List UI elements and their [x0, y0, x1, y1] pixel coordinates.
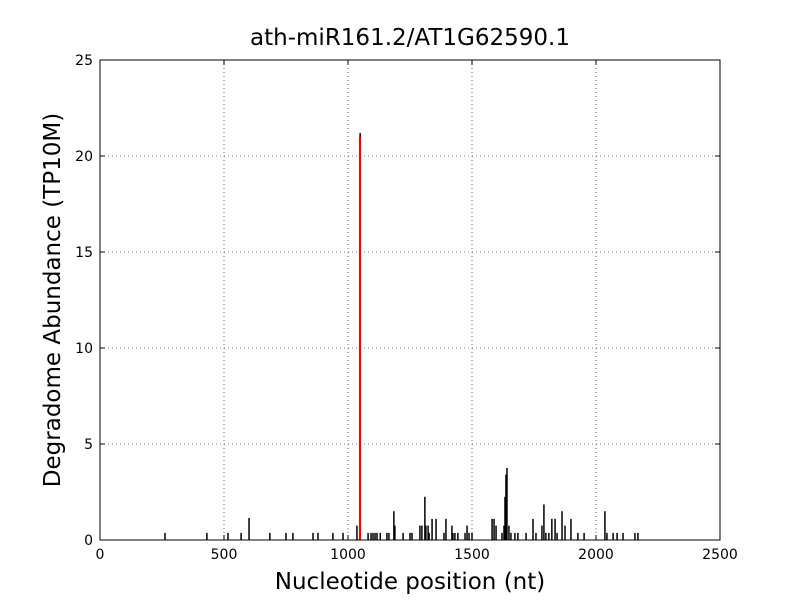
y-tick-label: 5	[84, 437, 93, 453]
x-tick-label: 1000	[330, 547, 366, 563]
y-tick-label: 0	[84, 533, 93, 549]
y-tick-label: 20	[75, 149, 93, 165]
y-tick-label: 10	[75, 341, 93, 357]
x-tick-label: 2500	[702, 547, 738, 563]
x-axis-label: Nucleotide position (nt)	[275, 569, 545, 595]
y-tick-label: 15	[75, 245, 93, 261]
x-tick-label: 2000	[578, 547, 614, 563]
chart-title: ath-miR161.2/AT1G62590.1	[250, 25, 570, 51]
x-tick-label: 1500	[454, 547, 490, 563]
plot-frame	[99, 59, 721, 541]
y-axis-label: Degradome Abundance (TP10M)	[40, 113, 66, 487]
y-tick-label: 25	[75, 53, 93, 69]
x-tick-label: 500	[211, 547, 238, 563]
x-tick-label: 0	[96, 547, 105, 563]
